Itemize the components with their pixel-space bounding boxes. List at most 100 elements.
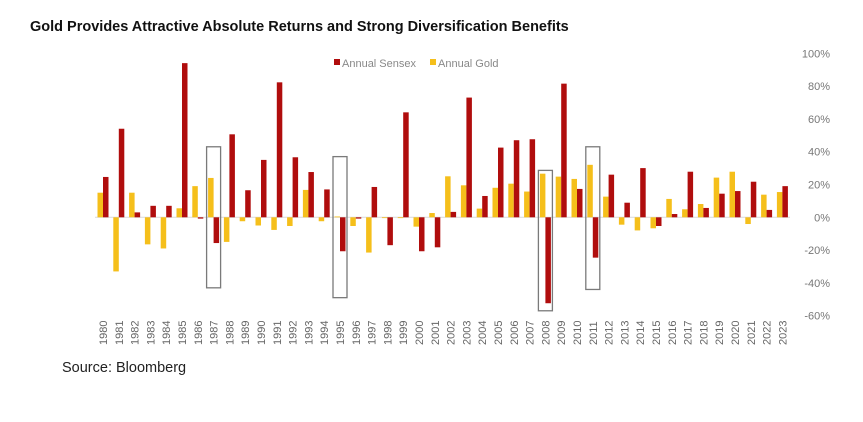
gold-bar-2004 xyxy=(476,208,483,218)
sensex-bar-2012 xyxy=(608,174,615,218)
gold-bar-2013 xyxy=(618,217,625,225)
gold-bar-1991 xyxy=(271,217,277,230)
gold-bar-1985 xyxy=(176,208,182,218)
sensex-bar-2006 xyxy=(513,140,520,218)
x-tick-label: 2004 xyxy=(477,321,489,345)
gold-bar-2015 xyxy=(650,217,656,229)
legend-label-gold: Annual Gold xyxy=(438,58,499,70)
x-tick-label: 2015 xyxy=(651,321,663,345)
x-tick-label: 1980 xyxy=(98,321,110,345)
x-tick-label: 2010 xyxy=(572,321,584,345)
x-tick-label: 1997 xyxy=(367,321,379,345)
x-tick-label: 1983 xyxy=(145,321,157,345)
x-tick-label: 1982 xyxy=(130,321,142,345)
gold-bar-2000 xyxy=(413,217,419,227)
y-tick-label: 80% xyxy=(808,81,830,93)
sensex-bar-2018 xyxy=(703,207,709,218)
x-tick-label: 2021 xyxy=(746,321,758,345)
gold-bar-1997 xyxy=(366,217,372,253)
x-tick-label: 2003 xyxy=(461,321,473,345)
highlight-box-2011 xyxy=(585,146,601,291)
sensex-bar-2000 xyxy=(419,217,425,252)
y-tick-label: 60% xyxy=(808,114,830,126)
sensex-bar-1988 xyxy=(229,134,235,218)
sensex-bar-2019 xyxy=(719,193,725,218)
x-tick-label: 2016 xyxy=(667,321,679,345)
y-tick-label: -20% xyxy=(804,245,830,257)
x-tick-label: 1985 xyxy=(177,321,189,345)
sensex-bar-1986 xyxy=(197,217,204,219)
highlight-box-1995 xyxy=(332,155,348,299)
gold-bar-2016 xyxy=(666,198,672,218)
sensex-bar-2002 xyxy=(450,211,457,218)
sensex-bar-2013 xyxy=(624,202,630,218)
sensex-bar-2004 xyxy=(482,195,488,218)
gold-bar-1993 xyxy=(302,189,309,218)
x-tick-label: 1996 xyxy=(351,321,363,345)
x-tick-label: 2013 xyxy=(619,321,631,345)
x-tick-label: 1990 xyxy=(256,321,268,345)
sensex-bar-2022 xyxy=(766,209,773,218)
legend-swatch-sensex xyxy=(334,59,340,65)
sensex-bar-2016 xyxy=(671,214,678,218)
x-tick-label: 2007 xyxy=(525,321,537,345)
x-tick-label: 1989 xyxy=(240,321,252,345)
x-tick-label: 2014 xyxy=(635,321,647,345)
x-tick-label: 2000 xyxy=(414,321,426,345)
sensex-bar-2003 xyxy=(466,97,472,218)
sensex-bar-2009 xyxy=(561,83,567,218)
gold-bar-2023 xyxy=(776,192,783,218)
gold-bar-2009 xyxy=(555,176,562,218)
x-tick-label: 1987 xyxy=(209,321,221,345)
sensex-bar-2023 xyxy=(782,186,788,218)
x-tick-label: 1986 xyxy=(193,321,205,345)
gold-bar-1990 xyxy=(255,217,261,226)
x-tick-label: 2001 xyxy=(430,321,442,345)
x-tick-label: 2009 xyxy=(556,321,568,345)
y-tick-label: 40% xyxy=(808,147,830,159)
gold-bar-2005 xyxy=(492,187,498,218)
x-tick-label: 1992 xyxy=(288,321,300,345)
x-tick-label: 2018 xyxy=(698,321,710,345)
gold-bar-2018 xyxy=(697,204,704,218)
sensex-bar-1997 xyxy=(371,186,378,218)
highlight-box-2008 xyxy=(537,169,554,312)
highlight-box-1987 xyxy=(205,146,222,289)
gold-bar-2017 xyxy=(682,209,688,218)
x-tick-label: 2011 xyxy=(588,321,600,345)
sensex-bar-2015 xyxy=(656,217,662,226)
sensex-bar-2010 xyxy=(577,188,583,218)
x-tick-label: 1998 xyxy=(382,321,394,345)
x-tick-label: 1995 xyxy=(335,321,347,345)
sensex-bar-2014 xyxy=(640,168,646,218)
sensex-bar-2021 xyxy=(750,181,757,218)
sensex-bar-2020 xyxy=(735,191,741,218)
gold-bar-1983 xyxy=(144,217,151,245)
y-tick-label: 100% xyxy=(802,48,830,60)
x-tick-label: 2012 xyxy=(604,321,616,345)
gold-bar-1994 xyxy=(318,217,325,222)
gold-bar-1999 xyxy=(397,217,404,219)
x-tick-label: 1993 xyxy=(303,321,315,345)
x-tick-label: 2022 xyxy=(762,321,774,345)
x-tick-label: 2002 xyxy=(446,321,458,345)
gold-bar-1982 xyxy=(129,192,135,218)
sensex-bar-1991 xyxy=(276,82,283,218)
sensex-bar-1983 xyxy=(150,205,156,218)
y-tick-label: 0% xyxy=(814,212,830,224)
x-tick-label: 1988 xyxy=(224,321,236,345)
gold-bar-1980 xyxy=(97,192,103,218)
sensex-bar-1982 xyxy=(134,212,141,218)
x-tick-label: 2023 xyxy=(777,321,789,345)
gold-bar-1996 xyxy=(350,217,356,226)
gold-bar-1986 xyxy=(192,186,198,218)
gold-bar-2007 xyxy=(524,191,530,218)
gold-bar-1995 xyxy=(334,216,340,218)
gold-bar-1992 xyxy=(287,217,293,226)
x-tick-label: 2019 xyxy=(714,321,726,345)
y-tick-label: 20% xyxy=(808,180,830,192)
sensex-bar-2007 xyxy=(529,139,536,218)
y-tick-label: -60% xyxy=(804,311,830,323)
sensex-bar-1981 xyxy=(118,128,125,218)
